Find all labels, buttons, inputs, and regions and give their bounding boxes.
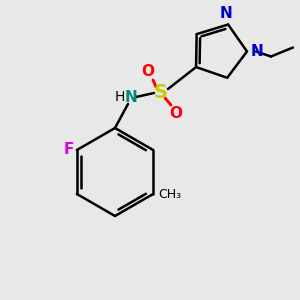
Text: F: F: [64, 142, 74, 157]
Text: N: N: [124, 91, 137, 106]
Text: O: O: [142, 64, 154, 80]
Text: N: N: [220, 5, 232, 20]
Text: S: S: [154, 83, 168, 103]
Text: O: O: [169, 106, 182, 122]
Text: N: N: [251, 44, 264, 59]
Text: CH₃: CH₃: [158, 188, 181, 200]
Text: H: H: [115, 90, 125, 104]
